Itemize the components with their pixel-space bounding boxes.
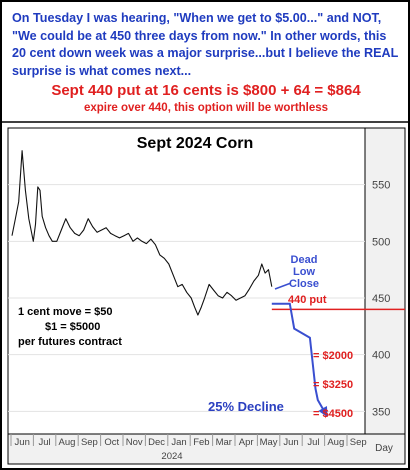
y-tick-label: 450 [372, 293, 390, 305]
headline-text: Sept 440 put at 16 cents is $800 + 64 = … [51, 82, 361, 99]
move-note-line-1: 1 cent move = $50 [18, 306, 112, 318]
move-note-line-3: per futures contract [18, 336, 122, 348]
level-2000-label: = $2000 [313, 350, 353, 362]
y-tick-label: 500 [372, 236, 390, 248]
x-tick-labels: Jun Jul Aug Sep Oct Nov Dec Jan Feb Mar Apr May Jun J… [15, 437, 367, 448]
level-4500-label: = $4500 [313, 408, 353, 420]
put-strike-label: 440 put [288, 294, 327, 306]
y-axis-panel [364, 127, 406, 435]
close-label: Close [289, 278, 319, 290]
chart-title: Sept 2024 Corn [137, 135, 253, 152]
y-tick-labels: 350 400 450 500 550 [372, 180, 390, 419]
x-tick-label: Jan [171, 437, 186, 448]
decline-label: 25% Decline [208, 399, 284, 414]
x-tick-label: Apr [239, 437, 254, 448]
x-tick-label: Dec [148, 437, 165, 448]
subline-text: expire over 440, this option will be wor… [83, 102, 329, 114]
price-series-line [11, 150, 273, 316]
month-divider-lines [10, 434, 348, 446]
projection-line [271, 302, 328, 418]
intro-text: On Tuesday I was hearing, "When we get t… [12, 11, 399, 78]
header-panel: On Tuesday I was hearing, "When we get t… [0, 0, 410, 122]
y-tick-label: 350 [372, 406, 390, 418]
level-3250-label: = $3250 [313, 379, 353, 391]
y-tick-label: 550 [372, 180, 390, 192]
x-tick-label: Sep [350, 437, 367, 448]
y-tick-label: 400 [372, 350, 390, 362]
dead-low-pointer [274, 282, 292, 290]
x-tick-label: Aug [327, 437, 344, 448]
x-tick-label: May [260, 437, 278, 448]
x-tick-label: Sep [81, 437, 98, 448]
x-tick-label: Aug [59, 437, 76, 448]
x-tick-label: Mar [216, 437, 232, 448]
dead-label: Dead [291, 254, 318, 266]
x-tick-label: Jul [39, 437, 51, 448]
day-label: Day [375, 443, 393, 454]
x-axis-panel [7, 433, 406, 465]
move-note-line-2: $1 = $5000 [45, 321, 100, 333]
x-tick-label: Jun [15, 437, 30, 448]
low-label: Low [293, 266, 315, 278]
plot-area [7, 127, 366, 435]
x-tick-label: Nov [126, 437, 143, 448]
x-tick-label: Feb [193, 437, 209, 448]
x-tick-label: Jul [307, 437, 319, 448]
x-tick-label: Oct [104, 437, 119, 448]
grid-lines [8, 184, 365, 412]
year-label: 2024 [161, 451, 182, 462]
x-tick-label: Jun [283, 437, 298, 448]
